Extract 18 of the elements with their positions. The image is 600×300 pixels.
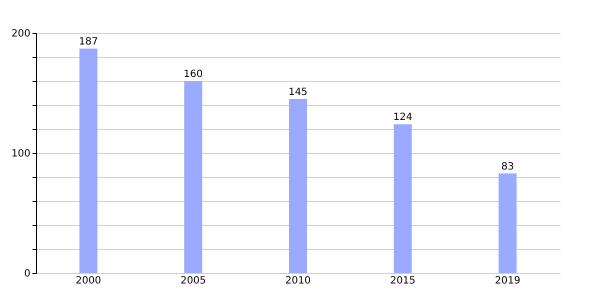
data-label: 124 [393,112,412,124]
data-label: 160 [184,69,203,80]
data-label: 145 [288,87,308,98]
y-tick-label: 100 [11,148,30,160]
bar [498,173,517,273]
x-tick-label: 2010 [285,276,311,286]
bar [394,124,412,273]
bar [289,99,307,273]
x-tick-label: 2005 [180,276,206,286]
y-tick-label: 0 [24,268,30,280]
bar [79,48,98,273]
y-tick-label: 200 [11,28,30,40]
data-label: 83 [501,161,514,172]
data-label: 187 [78,36,98,48]
x-tick-label: 2000 [76,276,102,286]
bar [184,81,202,273]
x-tick-label: 2019 [494,276,520,286]
x-tick-label: 2015 [390,276,416,286]
